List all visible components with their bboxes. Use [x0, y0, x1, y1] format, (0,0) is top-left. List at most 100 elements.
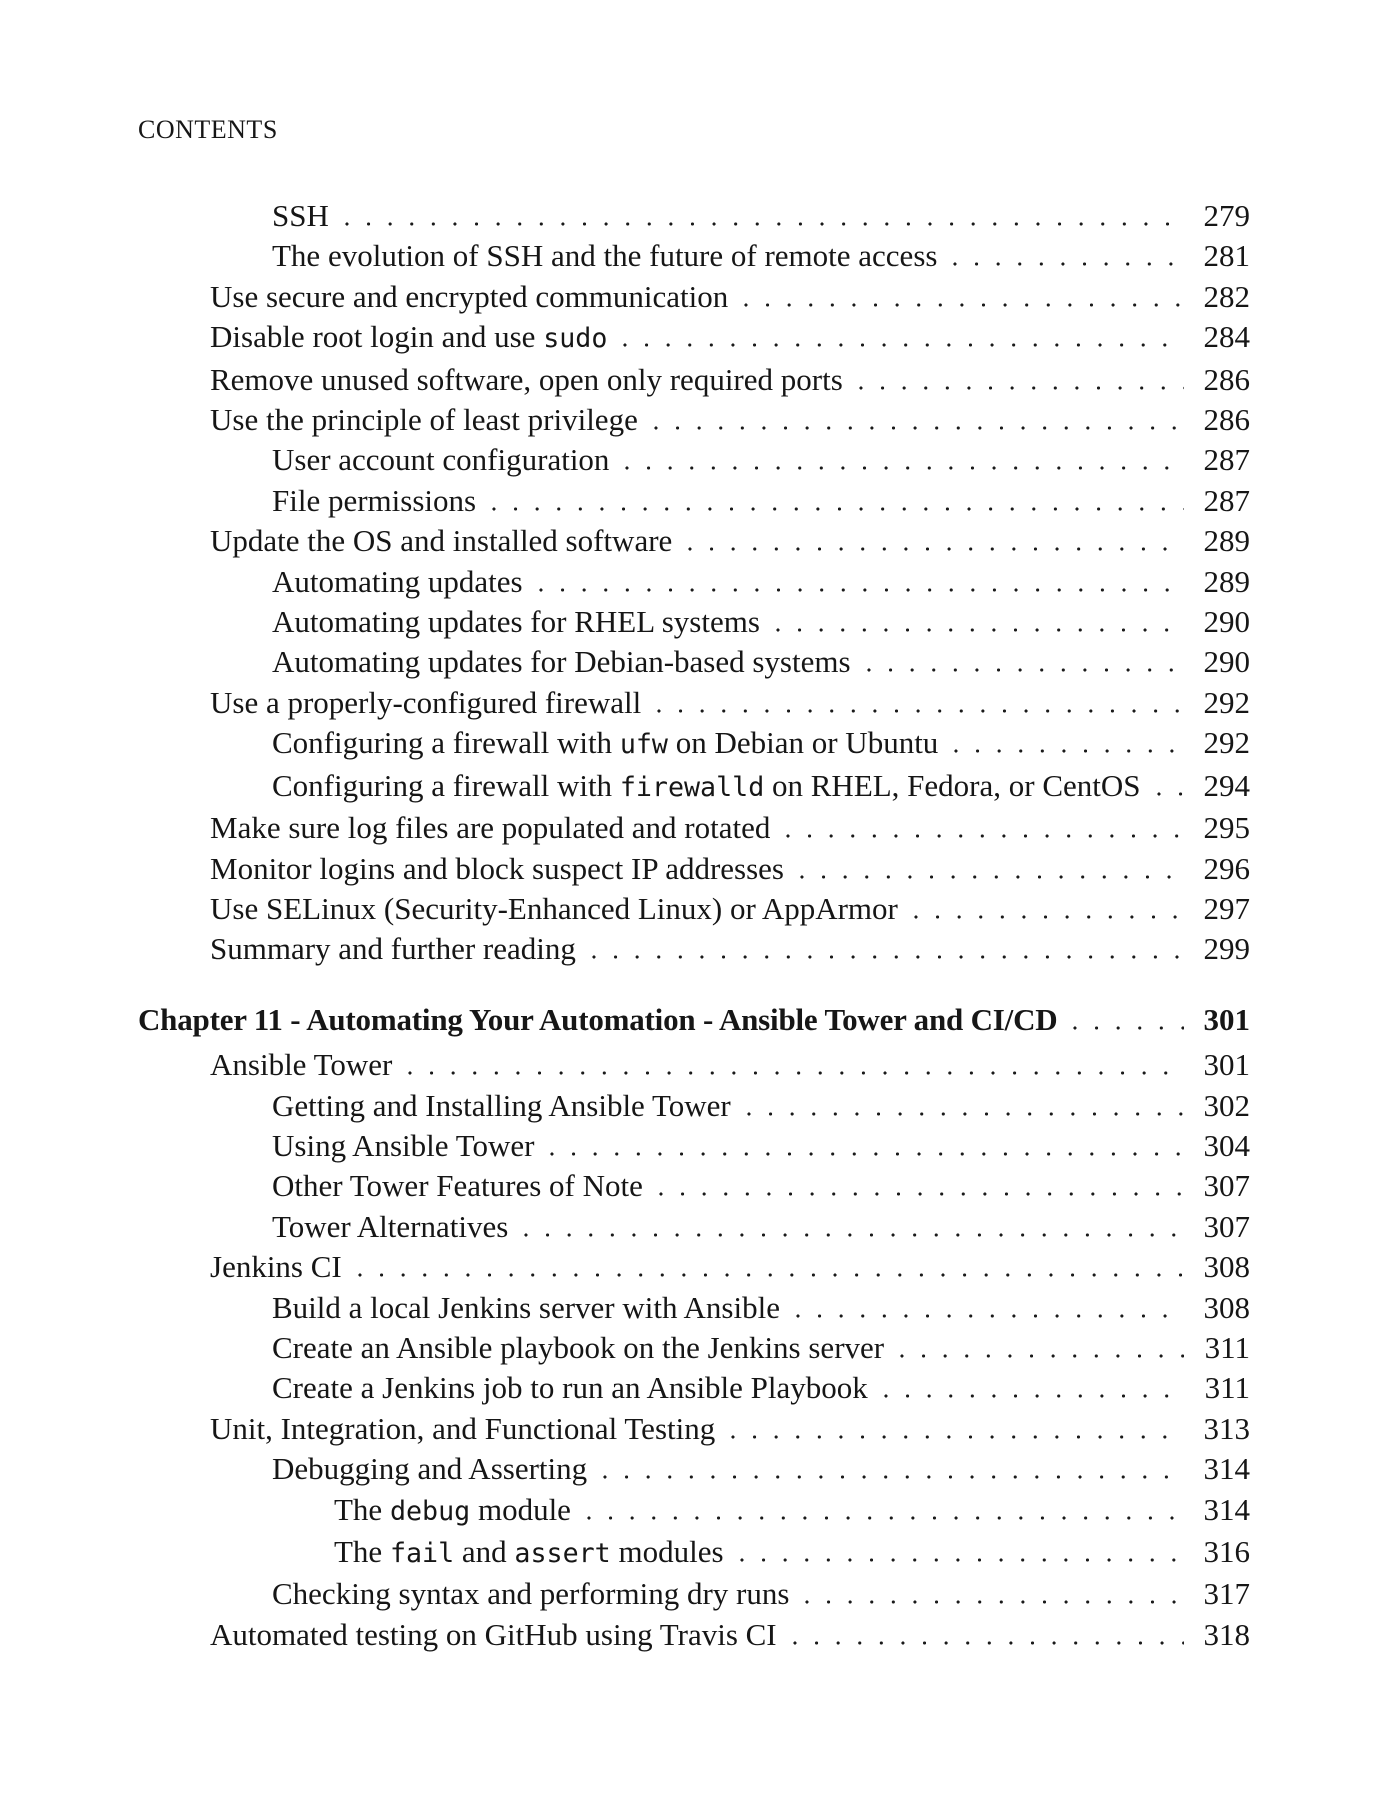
dot-leader: [786, 1640, 1184, 1645]
dot-leader: [894, 1353, 1184, 1358]
toc-page-number: 316: [1203, 1534, 1251, 1569]
toc-entry-title: Ansible Tower: [210, 1047, 393, 1083]
toc-page-number: 281: [1203, 238, 1251, 274]
toc-entry: Unit, Integration, and Functional Testin…: [138, 1409, 1250, 1449]
toc-entry: Getting and Installing Ansible Tower 302: [138, 1086, 1250, 1126]
toc-entry: Tower Alternatives 307: [138, 1207, 1250, 1247]
toc-entry: Summary and further reading 299: [138, 929, 1250, 969]
toc-entry: Automating updates for Debian-based syst…: [138, 642, 1250, 682]
toc-page-number: 279: [1203, 198, 1251, 233]
toc-entry-title: Update the OS and installed software: [210, 523, 673, 559]
toc-entry-title: Checking syntax and performing dry runs: [272, 1576, 790, 1612]
toc-entry: Remove unused software, open only requir…: [138, 360, 1250, 400]
toc-page-number: 292: [1203, 684, 1251, 720]
toc-entry-title: Tower Alternatives: [272, 1208, 509, 1244]
toc-entry: Use the principle of least privilege 286: [138, 400, 1250, 440]
toc-entry-title: Create an Ansible playbook on the Jenkin…: [272, 1329, 885, 1365]
toc-page-number: 314: [1203, 1491, 1251, 1527]
toc-entry-title: Create a Jenkins job to run an Ansible P…: [272, 1370, 868, 1406]
toc-entry: Checking syntax and performing dry runs 3…: [138, 1574, 1250, 1614]
dot-leader: [597, 1475, 1184, 1480]
toc-list: SSH 279 The evolution of SSH and the futur…: [138, 196, 1250, 1655]
toc-page-number: 296: [1203, 850, 1251, 886]
dot-leader: [617, 343, 1184, 348]
dot-leader: [733, 1558, 1184, 1562]
toc-entry-title: Debugging and Asserting: [272, 1451, 588, 1487]
toc-page-number: 317: [1203, 1576, 1251, 1612]
toc-page-number: 308: [1203, 1249, 1251, 1285]
toc-entry-title: User account configuration: [272, 442, 610, 478]
toc-entry: Automating updates for RHEL systems 290: [138, 602, 1250, 642]
toc-entry-title: Remove unused software, open only requir…: [210, 361, 843, 397]
toc-entry-title: Automating updates for RHEL systems: [272, 604, 760, 640]
dot-leader: [647, 426, 1184, 431]
dot-leader: [860, 668, 1184, 673]
toc-entry: Using Ansible Tower 304: [138, 1126, 1250, 1166]
toc-entry: Use secure and encrypted communication 28…: [138, 277, 1250, 317]
toc-page-number: 302: [1203, 1087, 1251, 1123]
toc-page-number: 282: [1203, 278, 1251, 314]
toc-entry: The debug module 314: [138, 1490, 1250, 1532]
dot-leader: [738, 302, 1184, 307]
toc-page-number: 307: [1203, 1208, 1251, 1244]
toc-entry: Use SELinux (Security-Enhanced Linux) or…: [138, 889, 1250, 929]
toc-entry: Configuring a firewall with ufw on Debia…: [138, 723, 1250, 765]
toc-entry-title: Summary and further reading: [210, 931, 576, 967]
dot-leader: [852, 385, 1184, 390]
dot-leader: [652, 1192, 1184, 1197]
toc-entry: Make sure log files are populated and ro…: [138, 808, 1250, 848]
toc-page-number: 301: [1203, 1001, 1251, 1037]
toc-page-number: 311: [1204, 1370, 1250, 1406]
dot-leader: [486, 506, 1184, 511]
toc-page-number: 290: [1203, 644, 1251, 680]
dot-leader: [532, 587, 1184, 592]
toc-page-number: 307: [1203, 1168, 1251, 1204]
dot-leader: [651, 708, 1184, 713]
toc-page-number: 295: [1203, 810, 1251, 846]
toc-entry: User account configuration 287: [138, 440, 1250, 480]
dot-leader: [780, 834, 1184, 839]
toc-entry: Automating updates 289: [138, 562, 1250, 602]
toc-entry: Jenkins CI 308: [138, 1247, 1250, 1287]
toc-page-number: 292: [1203, 725, 1251, 761]
toc-entry-title: Configuring a firewall with firewalld on…: [272, 767, 1141, 803]
dot-leader: [725, 1434, 1184, 1439]
toc-page-number: 286: [1203, 402, 1251, 438]
toc-entry-title: The evolution of SSH and the future of r…: [272, 238, 938, 274]
toc-entry-title: The debug module: [334, 1491, 571, 1527]
toc-page-number: 284: [1203, 319, 1251, 355]
dot-leader: [799, 1600, 1184, 1605]
toc-page-number: 286: [1203, 361, 1251, 397]
toc-entry: Debugging and Asserting 314: [138, 1449, 1250, 1489]
toc-page-number: 299: [1203, 931, 1251, 967]
dot-leader: [682, 547, 1184, 552]
dot-leader: [402, 1071, 1184, 1076]
toc-entry-title: Use secure and encrypted communication: [210, 278, 729, 314]
inline-code: assert: [514, 1538, 611, 1569]
toc-entry-title: Using Ansible Tower: [272, 1127, 535, 1163]
toc-page-number: 314: [1203, 1451, 1251, 1487]
toc-chapter-entry: Chapter 11 - Automating Your Automation …: [138, 1000, 1250, 1040]
inline-code: debug: [389, 1495, 471, 1527]
toc-entry-title: The fail and assert modules: [334, 1534, 724, 1569]
dot-leader: [1150, 791, 1184, 796]
toc-entry: SSH 279: [138, 196, 1250, 236]
dot-leader: [789, 1313, 1184, 1318]
toc-entry: Other Tower Features of Note 307: [138, 1166, 1250, 1206]
toc-entry: The evolution of SSH and the future of r…: [138, 236, 1250, 276]
toc-entry-title: Make sure log files are populated and ro…: [210, 810, 771, 846]
toc-entry: Use a properly-configured firewall 292: [138, 683, 1250, 723]
toc-entry-title: Monitor logins and block suspect IP addr…: [210, 850, 784, 886]
dot-leader: [351, 1273, 1184, 1278]
dot-leader: [580, 1515, 1184, 1520]
inline-code: fail: [389, 1538, 455, 1569]
toc-entry-title: Chapter 11 - Automating Your Automation …: [138, 1001, 1058, 1037]
toc-entry-title: File permissions: [272, 482, 477, 518]
dot-leader: [740, 1111, 1184, 1116]
toc-entry-title: Automating updates: [272, 563, 523, 599]
toc-entry-title: Unit, Integration, and Functional Testin…: [210, 1410, 716, 1446]
toc-entry: Ansible Tower 301: [138, 1045, 1250, 1085]
toc-entry-title: Build a local Jenkins server with Ansibl…: [272, 1289, 780, 1325]
toc-entry: Disable root login and use sudo 284: [138, 317, 1250, 359]
